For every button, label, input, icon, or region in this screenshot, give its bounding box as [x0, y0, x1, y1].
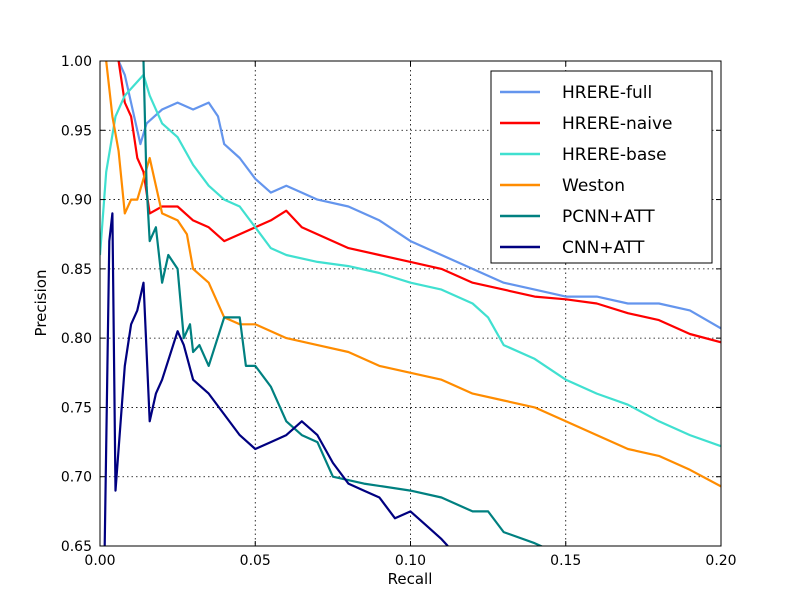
x-axis-label: Recall: [388, 570, 433, 588]
y-tick-label: 0.70: [61, 470, 92, 486]
series-lines: [100, 61, 721, 546]
legend-label: HRERE-full: [562, 83, 652, 103]
x-tick-label: 0.00: [84, 553, 115, 569]
y-tick-label: 0.80: [61, 331, 92, 347]
y-tick-label: 1.00: [61, 54, 92, 70]
y-tick-label: 0.95: [61, 123, 92, 139]
x-tick-label: 0.05: [240, 553, 271, 569]
series-line-hrere-full: [117, 61, 721, 330]
legend-label: Weston: [562, 176, 625, 196]
legend: HRERE-full HRERE-naive HRERE-base Weston PCN…: [490, 70, 713, 264]
y-tick-label: 0.90: [61, 193, 92, 209]
legend-box: [490, 70, 713, 264]
series-line-pcnn-att: [142, 61, 544, 546]
x-tick-label: 0.20: [705, 553, 736, 569]
series-line-cnn-att: [103, 212, 449, 546]
legend-label: CNN+ATT: [562, 238, 645, 258]
y-tick-label: 0.85: [61, 262, 92, 278]
legend-label: PCNN+ATT: [562, 207, 655, 227]
x-tick-label: 0.15: [550, 553, 581, 569]
grid: [99, 60, 722, 547]
x-tick-label: 0.10: [395, 553, 426, 569]
series-line-weston: [105, 61, 721, 488]
legend-label: HRERE-base: [562, 145, 667, 165]
ticks: 0.00 0.05 0.10 0.15 0.20 0.65 0.70 0.75 0.80 0.85…: [61, 54, 737, 569]
legend-label: HRERE-naive: [562, 114, 672, 134]
y-tick-label: 0.65: [61, 539, 92, 555]
y-tick-label: 0.75: [61, 400, 92, 416]
y-axis-label: Precision: [32, 270, 50, 337]
